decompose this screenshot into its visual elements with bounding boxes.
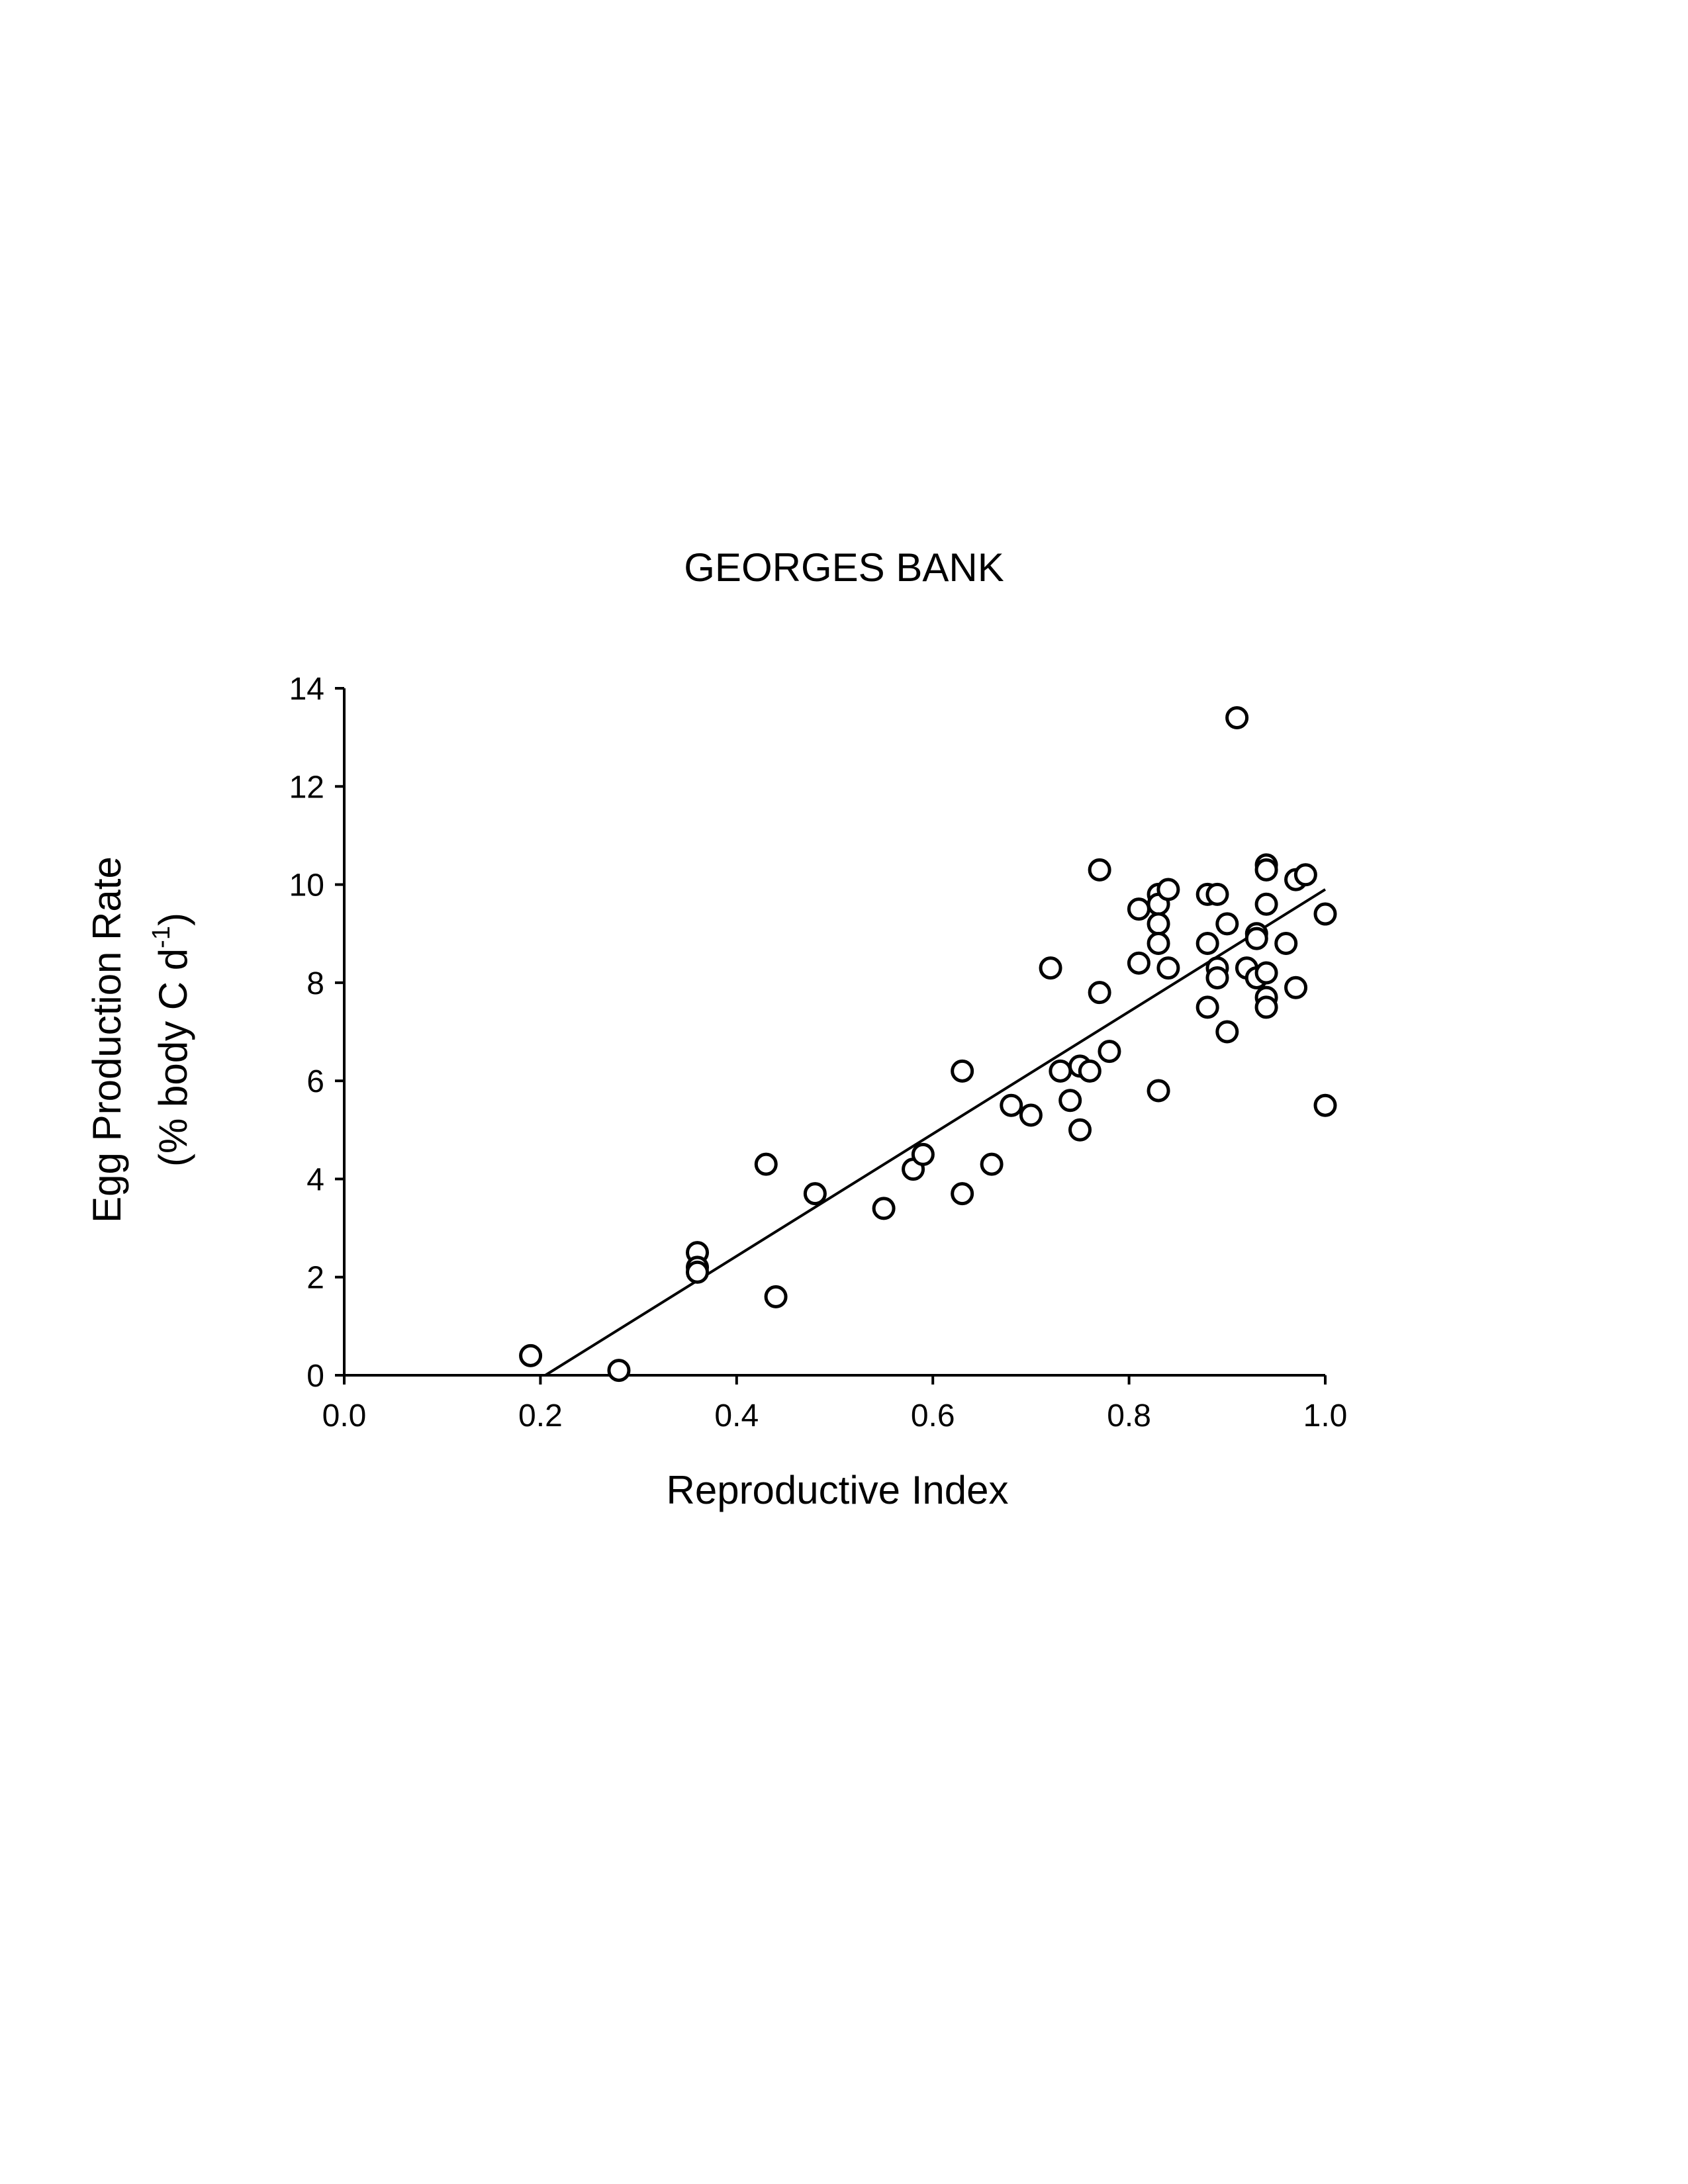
x-axis-title: Reproductive Index (667, 1468, 1009, 1512)
data-point (951, 1182, 974, 1206)
y-tick-label: 0 (306, 1359, 324, 1394)
y-axis-title-superscript: -1 (148, 926, 175, 948)
x-tick-label: 0.4 (714, 1398, 759, 1433)
data-point (1039, 956, 1062, 980)
data-point (1225, 705, 1249, 729)
y-tick-label: 6 (306, 1064, 324, 1099)
data-point (1215, 912, 1239, 936)
data-point (754, 1152, 778, 1176)
data-point (1088, 981, 1111, 1005)
y-axis-title-line1: Egg Production Rate (85, 856, 129, 1223)
data-point (911, 1142, 935, 1166)
data-point (1254, 961, 1278, 985)
regression-line (544, 888, 1327, 1377)
x-tick-label: 1.0 (1303, 1398, 1348, 1433)
data-point (1313, 1093, 1337, 1117)
data-point (1196, 932, 1219, 956)
y-tick-label: 12 (289, 770, 324, 805)
data-point (1088, 858, 1111, 882)
y-axis-title-prefix: (% body C d (151, 948, 195, 1167)
data-point (1147, 932, 1170, 956)
data-point (980, 1152, 1004, 1176)
data-point (1000, 1093, 1023, 1117)
x-tick-label: 0.6 (911, 1398, 955, 1433)
data-point (1284, 976, 1308, 999)
data-point (872, 1197, 896, 1220)
data-point (1049, 1059, 1072, 1083)
data-point (1254, 892, 1278, 916)
data-point (951, 1059, 974, 1083)
data-point (607, 1359, 631, 1383)
axis-ticks: 0.0 0.2 0.4 0.6 0.8 1.0 0 2 4 6 8 10 12 14 (289, 672, 1348, 1433)
data-point (1058, 1089, 1082, 1113)
y-tick-label: 14 (289, 672, 324, 707)
x-tick-label: 0.8 (1107, 1398, 1151, 1433)
y-axis-title-line2: (% body C d-1) (148, 913, 195, 1167)
chart-title: GEORGES BANK (684, 545, 1004, 590)
data-point (803, 1182, 827, 1206)
data-point (1254, 858, 1278, 882)
data-point (1244, 927, 1268, 950)
data-point (686, 1260, 710, 1284)
data-points (519, 705, 1337, 1383)
y-tick-label: 10 (289, 868, 324, 903)
y-tick-label: 4 (306, 1162, 324, 1197)
data-point (1127, 951, 1150, 975)
data-point (1098, 1040, 1121, 1064)
data-point (764, 1285, 788, 1308)
data-point (1293, 863, 1317, 887)
x-tick-label: 0.2 (518, 1398, 563, 1433)
data-point (519, 1343, 543, 1367)
data-point (1215, 1020, 1239, 1044)
y-axis-title-suffix: ) (151, 913, 195, 926)
data-point (1068, 1118, 1092, 1142)
data-point (1205, 882, 1229, 906)
x-tick-label: 0.0 (322, 1398, 367, 1433)
data-point (1147, 912, 1170, 936)
data-point (1313, 902, 1337, 926)
y-tick-label: 8 (306, 966, 324, 1001)
data-point (1156, 956, 1180, 980)
data-point (1147, 1079, 1170, 1103)
data-point (1196, 995, 1219, 1019)
regression-line-group (544, 888, 1327, 1377)
data-point (1274, 932, 1298, 956)
y-tick-label: 2 (306, 1261, 324, 1296)
data-point (1156, 878, 1180, 901)
axes (343, 688, 1325, 1377)
data-point (1078, 1059, 1102, 1083)
data-point (1019, 1103, 1043, 1127)
data-point (1127, 897, 1150, 921)
data-point (1254, 995, 1278, 1019)
data-point (1205, 966, 1229, 989)
